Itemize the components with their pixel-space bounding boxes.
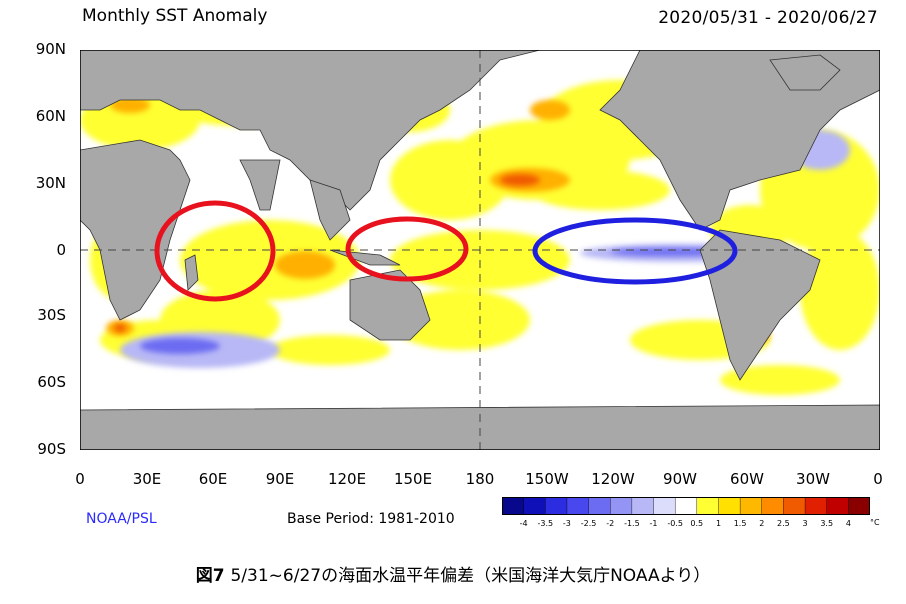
colorbar-tick-label: -4 <box>519 519 528 528</box>
colorbar-swatch <box>783 497 806 515</box>
colorbar <box>502 497 870 515</box>
colorbar-tick-label: -3.5 <box>537 519 554 528</box>
lon-label: 30E <box>132 470 162 488</box>
land-masses <box>80 50 880 450</box>
colorbar-swatch <box>718 497 741 515</box>
lon-label: 90W <box>663 470 697 488</box>
colorbar-tick-label: 2 <box>759 519 765 528</box>
colorbar-tick-label: -3 <box>562 519 571 528</box>
lat-label: 90N <box>35 40 66 58</box>
lon-label: 150E <box>393 470 433 488</box>
colorbar-swatch <box>588 497 611 515</box>
colorbar-tick-label: 4 <box>845 519 851 528</box>
credit-label: NOAA/PSL <box>86 511 157 527</box>
colorbar-swatch <box>826 497 850 515</box>
lon-label: 150W <box>525 470 569 488</box>
caption-text: 5/31~6/27の海面水温平年偏差（米国海洋大気庁NOAAより） <box>230 566 711 586</box>
lat-label: 60N <box>35 107 66 125</box>
chart-title: Monthly SST Anomaly <box>82 6 268 26</box>
lon-label: 60W <box>730 470 764 488</box>
date-range: 2020/05/31 - 2020/06/27 <box>658 8 878 28</box>
colorbar-tick-label: 3.5 <box>820 519 834 528</box>
lat-label: 30S <box>37 306 66 324</box>
colorbar-tick-label: -2.5 <box>580 519 597 528</box>
lon-label: 0 <box>873 470 883 488</box>
colorbar-swatch <box>610 497 633 515</box>
lon-label: 30W <box>796 470 830 488</box>
lon-label: 90E <box>265 470 295 488</box>
colorbar-swatch <box>653 497 676 515</box>
colorbar-swatch <box>523 497 546 515</box>
lon-label: 120E <box>327 470 367 488</box>
lon-label: 180 <box>465 470 495 488</box>
lat-label: 30N <box>35 174 66 192</box>
colorbar-tick-label: -1 <box>649 519 658 528</box>
colorbar-swatch <box>631 497 655 515</box>
colorbar-tick-label: -2 <box>606 519 615 528</box>
colorbar-swatch <box>502 497 525 515</box>
colorbar-swatch <box>804 497 828 515</box>
colorbar-tick-label: -0.5 <box>667 519 683 528</box>
lat-label: 0 <box>56 241 66 259</box>
colorbar-tick-label: 1 <box>715 519 722 528</box>
colorbar-tick-label: -1.5 <box>624 519 640 528</box>
figure-number: 図7 <box>195 566 225 586</box>
sst-anomaly-map <box>80 50 880 450</box>
colorbar-swatch <box>848 497 870 515</box>
colorbar-swatch <box>545 497 568 515</box>
colorbar-tick-label: 0.5 <box>690 519 704 528</box>
colorbar-tick-label: 1.5 <box>733 519 747 528</box>
lon-label: 120W <box>591 470 635 488</box>
lon-label: 60E <box>198 470 228 488</box>
western-pacific-circle <box>345 216 469 282</box>
colorbar-tick-label: 3 <box>802 519 808 528</box>
colorbar-swatch <box>566 497 590 515</box>
lat-label: 90S <box>37 440 66 458</box>
colorbar-swatch <box>696 497 720 515</box>
colorbar-swatches <box>502 497 870 515</box>
indian-ocean-circle <box>154 200 276 302</box>
colorbar-swatch <box>674 497 698 515</box>
hot-anomaly <box>114 174 540 332</box>
lat-label: 60S <box>37 373 66 391</box>
lon-label: 0 <box>75 470 85 488</box>
figure-caption: 図7 5/31~6/27の海面水温平年偏差（米国海洋大気庁NOAAより） <box>0 561 906 586</box>
colorbar-tick-label: 2.5 <box>777 519 790 528</box>
colorbar-unit: °C <box>870 518 880 527</box>
colorbar-swatch <box>739 497 763 515</box>
base-period-label: Base Period: 1981-2010 <box>287 511 455 527</box>
colorbar-swatch <box>761 497 785 515</box>
eastern-pacific-circle <box>532 217 738 285</box>
